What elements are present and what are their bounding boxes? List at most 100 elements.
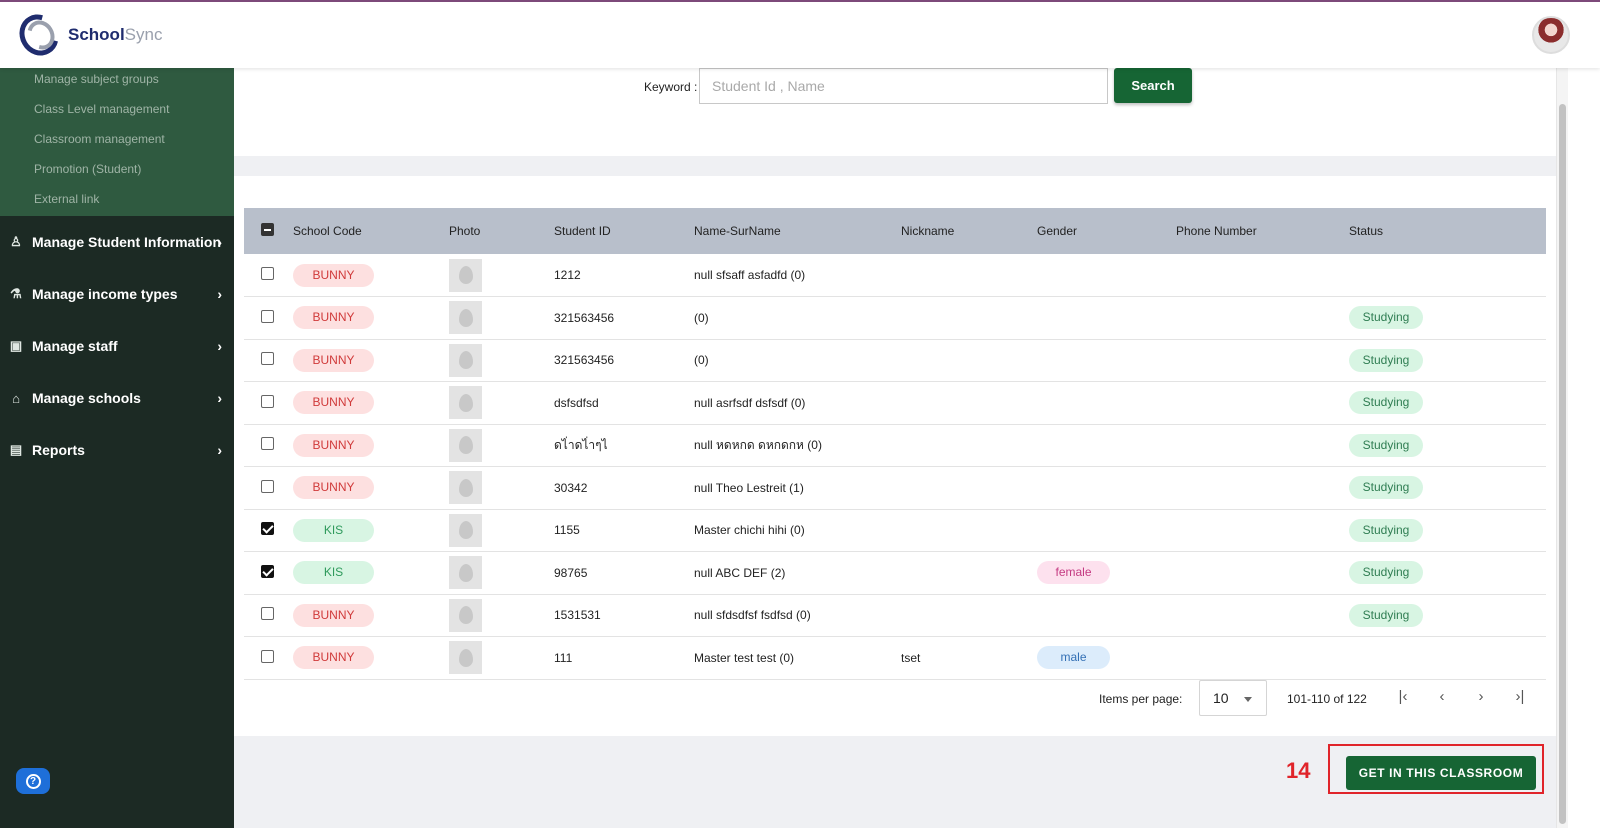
school-code-badge: BUNNY — [293, 476, 374, 500]
row-checkbox[interactable] — [261, 394, 274, 408]
phone-cell — [1176, 382, 1349, 425]
submenu-item-external-link[interactable]: External link — [34, 192, 100, 206]
student-photo — [449, 386, 482, 420]
chevron-right-icon: › — [217, 286, 222, 302]
table-row[interactable]: BUNNY 321563456 (0) Studying — [244, 339, 1546, 382]
name-cell: null ABC DEF (2) — [694, 565, 786, 580]
student-id-cell: ดไ่าดไ่าๆไ — [554, 437, 608, 452]
student-id-cell: 1531531 — [554, 608, 601, 623]
column-header-name[interactable]: Name-SurName — [694, 224, 781, 238]
submenu-item-subject-groups[interactable]: Manage subject groups — [34, 72, 159, 86]
table-row[interactable]: BUNNY 1531531 null sfdsdfsf fsdfsd (0) Stud… — [244, 594, 1546, 637]
top-bar: SchoolSync — [0, 0, 1600, 68]
row-checkbox[interactable] — [261, 607, 274, 621]
get-in-classroom-button[interactable]: GET IN THIS CLASSROOM — [1346, 756, 1536, 790]
sidebar-item-student-information[interactable]: ♙ Manage Student Information › — [0, 216, 234, 268]
table-row[interactable]: KIS 1155 Master chichi hihi (0) Studying — [244, 509, 1546, 552]
status-badge: Studying — [1349, 518, 1423, 542]
student-photo — [449, 301, 482, 335]
row-checkbox[interactable] — [261, 564, 274, 578]
table-row[interactable]: BUNNY 1212 null sfsaff asfadfd (0) — [244, 254, 1546, 297]
student-photo — [449, 471, 482, 505]
placeholder-photo-icon — [458, 308, 473, 327]
table-row[interactable]: BUNNY 111 Master test test (0) tset male — [244, 637, 1546, 679]
scrollbar-thumb[interactable] — [1559, 104, 1566, 824]
column-header-student-id[interactable]: Student ID — [554, 224, 611, 238]
column-header-gender[interactable]: Gender — [1037, 224, 1078, 238]
nickname-cell — [901, 339, 1037, 382]
phone-cell — [1176, 594, 1349, 637]
row-checkbox[interactable] — [261, 649, 274, 663]
search-button[interactable]: Search — [1114, 68, 1192, 103]
next-page-icon[interactable]: › — [1478, 687, 1484, 705]
submenu-item-promotion[interactable]: Promotion (Student) — [34, 162, 142, 176]
app-logo[interactable]: SchoolSync — [12, 7, 163, 63]
placeholder-photo-icon — [458, 478, 473, 497]
status-badge: Studying — [1349, 433, 1423, 457]
row-checkbox[interactable] — [261, 479, 274, 493]
search-bar: Keyword : Search — [234, 68, 1556, 156]
submenu-item-classroom[interactable]: Classroom management — [34, 132, 165, 146]
status-badge: Studying — [1349, 561, 1423, 585]
sidebar-item-label: Manage income types — [32, 286, 178, 302]
nickname-cell: tset — [901, 650, 921, 665]
column-header-photo: Photo — [449, 224, 481, 238]
sidebar-item-staff[interactable]: ▣ Manage staff › — [0, 320, 234, 372]
sidebar-item-label: Manage staff — [32, 338, 118, 354]
keyword-search-input[interactable] — [699, 68, 1108, 104]
submenu-item-class-level[interactable]: Class Level management — [34, 102, 170, 116]
sidebar-item-income-types[interactable]: ⚗ Manage income types › — [0, 268, 234, 320]
logo-text: SchoolSync — [68, 25, 163, 44]
table-row[interactable]: KIS 98765 null ABC DEF (2) female Studying — [244, 552, 1546, 595]
select-all-checkbox[interactable] — [261, 223, 274, 236]
help-button[interactable]: ? — [16, 768, 50, 794]
last-page-icon[interactable]: ›| — [1515, 687, 1525, 705]
sidebar-item-reports[interactable]: ▤ Reports › — [0, 424, 234, 476]
table-row[interactable]: BUNNY dsfsdfsd null asrfsdf dsfsdf (0) Stud… — [244, 382, 1546, 425]
placeholder-photo-icon — [458, 436, 473, 455]
items-per-page-select[interactable]: 10 — [1199, 680, 1267, 716]
row-checkbox[interactable] — [261, 437, 274, 451]
table-row[interactable]: BUNNY ดไ่าดไ่าๆไ null หดหกด ดหกดกห (0) Stud… — [244, 424, 1546, 467]
user-avatar[interactable] — [1532, 16, 1570, 54]
clipboard-icon: ▤ — [9, 442, 23, 457]
row-checkbox[interactable] — [261, 522, 274, 536]
name-cell: null หดหกด ดหกดกห (0) — [694, 437, 822, 452]
school-code-badge: BUNNY — [293, 348, 374, 372]
nickname-cell — [901, 424, 1037, 467]
column-header-status[interactable]: Status — [1349, 224, 1384, 238]
status-badge: Studying — [1349, 603, 1423, 627]
placeholder-photo-icon — [458, 351, 473, 370]
first-page-icon[interactable]: |‹ — [1398, 687, 1408, 705]
student-id-cell: 30342 — [554, 480, 588, 495]
chevron-right-icon: › — [217, 390, 222, 406]
row-checkbox[interactable] — [261, 267, 274, 280]
status-badge: Studying — [1349, 476, 1423, 500]
column-header-school-code[interactable]: School Code — [293, 224, 362, 238]
items-per-page-value: 10 — [1213, 690, 1229, 706]
row-checkbox[interactable] — [261, 352, 274, 366]
name-cell: null sfsaff asfadfd (0) — [694, 268, 806, 282]
flask-icon: ⚗ — [10, 286, 22, 301]
phone-cell — [1176, 297, 1349, 340]
chevron-right-icon: › — [217, 234, 222, 250]
table-row[interactable]: BUNNY 30342 null Theo Lestreit (1) Studying — [244, 467, 1546, 509]
table-header-row: School Code Photo Student ID Name-SurNam… — [244, 208, 1546, 254]
status-badge: Studying — [1349, 306, 1423, 330]
student-table: School Code Photo Student ID Name-SurNam… — [244, 208, 1546, 680]
school-icon: ⌂ — [12, 390, 20, 406]
page-range-label: 101-110 of 122 — [1287, 692, 1367, 706]
previous-page-icon[interactable]: ‹ — [1439, 687, 1445, 705]
school-code-badge: BUNNY — [293, 391, 374, 415]
column-header-nickname[interactable]: Nickname — [901, 224, 955, 238]
row-checkbox[interactable] — [261, 309, 274, 323]
nickname-cell — [901, 552, 1037, 595]
sidebar-item-label: Manage Student Information — [32, 234, 221, 250]
name-cell: (0) — [694, 310, 709, 325]
school-code-badge: BUNNY — [293, 603, 374, 627]
vertical-scrollbar[interactable] — [1556, 68, 1568, 828]
column-header-phone[interactable]: Phone Number — [1176, 224, 1257, 238]
table-row[interactable]: BUNNY 321563456 (0) Studying — [244, 297, 1546, 340]
sidebar-item-schools[interactable]: ⌂ Manage schools › — [0, 372, 234, 424]
section-divider — [234, 156, 1556, 176]
